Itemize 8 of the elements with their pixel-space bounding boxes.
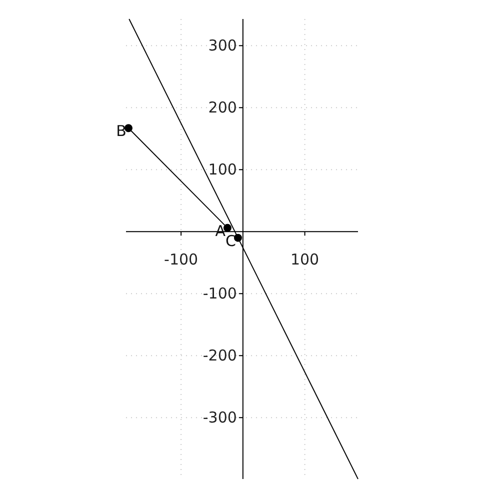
y-tick-label: 300 (208, 36, 237, 55)
y-tick-label: -100 (202, 284, 237, 303)
annotation: C (225, 232, 236, 250)
y-tick-label: -300 (202, 408, 237, 427)
y-tick-label: -200 (202, 346, 237, 365)
annotation: B (116, 122, 126, 140)
y-tick-label: 100 (208, 160, 237, 179)
y-tick-label: 200 (208, 98, 237, 117)
